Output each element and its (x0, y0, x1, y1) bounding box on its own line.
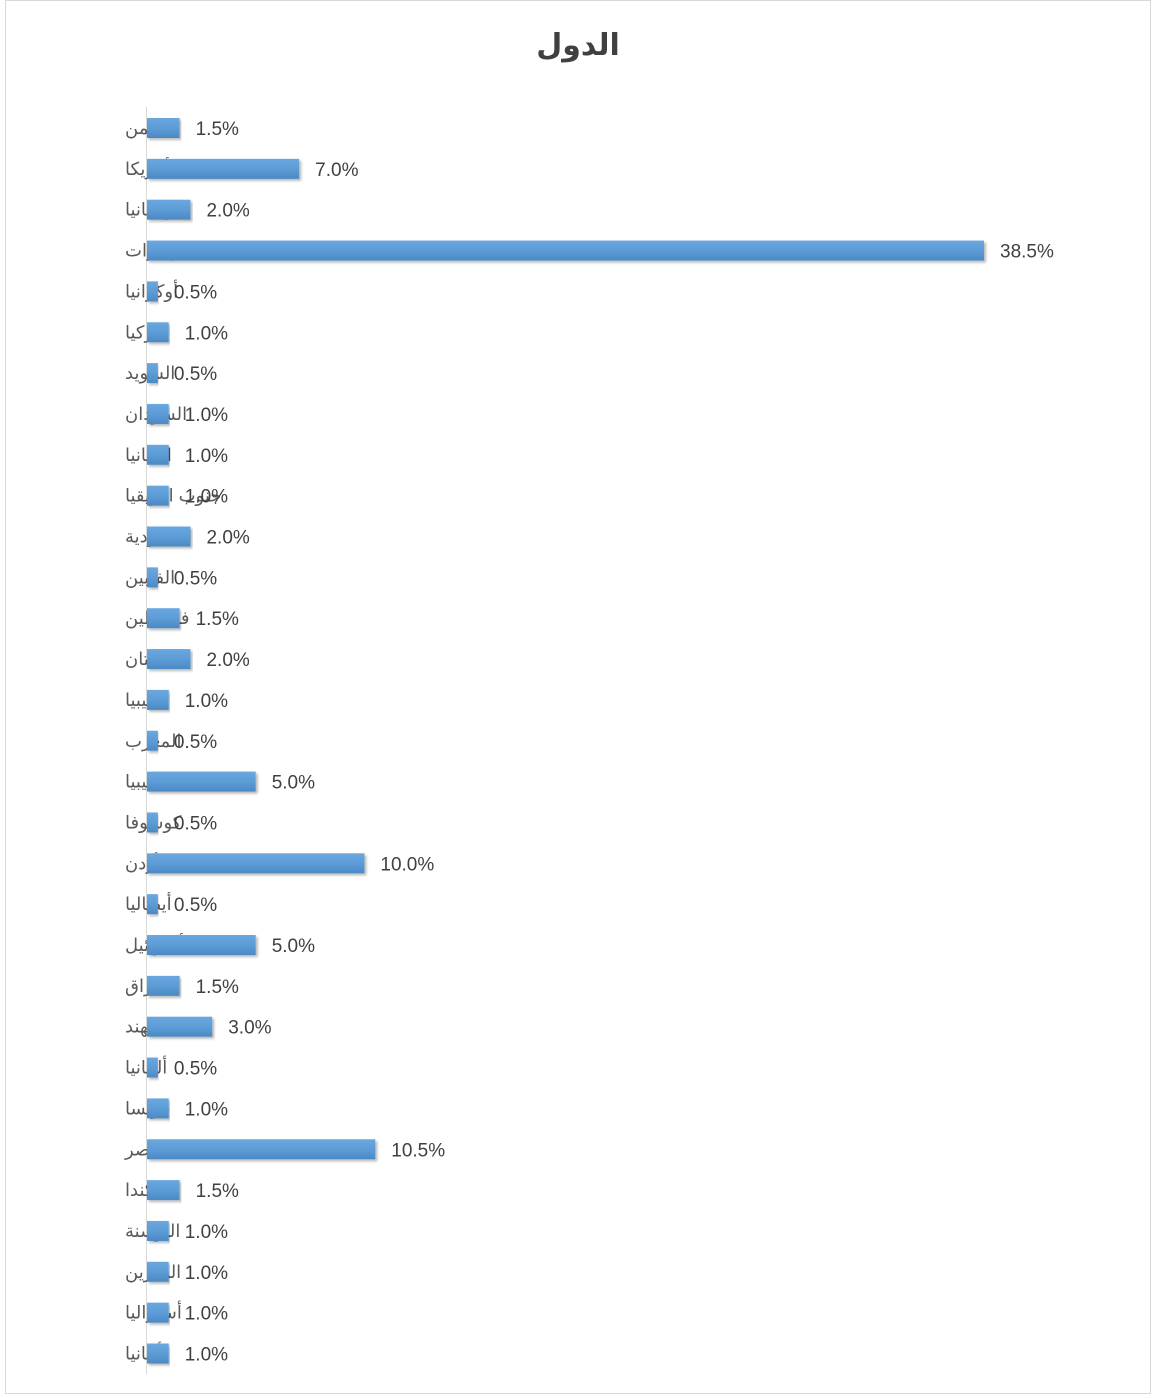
bar (147, 649, 191, 670)
bar (147, 158, 300, 179)
bar (147, 322, 169, 343)
bar (147, 1261, 169, 1282)
bar (147, 894, 158, 915)
bar (147, 1220, 169, 1241)
bar (147, 853, 365, 874)
data-label: 38.5% (1000, 242, 1054, 263)
bar (147, 1057, 158, 1078)
bar (147, 771, 256, 792)
data-label: 1.0% (185, 1304, 228, 1325)
data-label: 1.5% (196, 609, 239, 630)
bar (147, 935, 256, 955)
data-label: 10.0% (380, 854, 434, 875)
data-label: 5.0% (272, 936, 315, 957)
data-label: 1.0% (185, 1222, 228, 1243)
bar (147, 1016, 213, 1037)
bar (147, 444, 169, 465)
chart-title: الدول (536, 29, 620, 62)
data-label: 1.0% (185, 487, 228, 508)
bar (147, 1343, 169, 1364)
chart-frame (5, 0, 1151, 1394)
data-label: 0.5% (174, 813, 217, 834)
data-label: 2.0% (206, 528, 249, 549)
data-label: 0.5% (174, 568, 217, 589)
data-label: 5.0% (272, 773, 315, 794)
data-label: 2.0% (206, 201, 249, 222)
bar (147, 1302, 169, 1323)
bar (147, 485, 169, 506)
bar (147, 812, 158, 833)
category-label: كندا (125, 1180, 154, 1200)
data-label: 1.0% (185, 1263, 228, 1284)
bar (147, 689, 169, 710)
bar (147, 281, 158, 302)
data-label: 1.0% (185, 1345, 228, 1366)
data-label: 1.0% (185, 691, 228, 712)
data-label: 0.5% (174, 364, 217, 385)
bar (147, 526, 191, 547)
bar (147, 363, 158, 384)
bar (147, 975, 180, 996)
data-label: 1.0% (185, 1099, 228, 1120)
bar (147, 730, 158, 751)
bar (147, 1139, 376, 1160)
data-label: 0.5% (174, 282, 217, 303)
bars-group: اليمن1.5%أمريكا7.0%بريطانيا2.0%الإمارات3… (124, 118, 1054, 1366)
category-label: ألمانيا (125, 1056, 167, 1078)
data-label: 1.5% (196, 119, 239, 140)
data-label: 7.0% (315, 160, 358, 181)
data-label: 1.0% (185, 446, 228, 467)
category-label: ليبيا (125, 772, 152, 792)
bar (147, 567, 158, 588)
data-label: 0.5% (174, 895, 217, 916)
data-label: 1.5% (196, 977, 239, 998)
data-label: 3.0% (228, 1018, 271, 1039)
bar (147, 240, 984, 261)
bar (147, 1180, 180, 1201)
bar (147, 403, 169, 424)
data-label: 10.5% (391, 1140, 445, 1161)
data-label: 1.0% (185, 405, 228, 426)
data-label: 1.0% (185, 323, 228, 344)
bar (147, 608, 180, 629)
data-label: 0.5% (174, 1059, 217, 1080)
data-label: 0.5% (174, 732, 217, 753)
data-label: 2.0% (206, 650, 249, 671)
bar (147, 199, 191, 220)
bar (147, 118, 180, 138)
bar (147, 1098, 169, 1119)
data-label: 1.5% (196, 1181, 239, 1202)
